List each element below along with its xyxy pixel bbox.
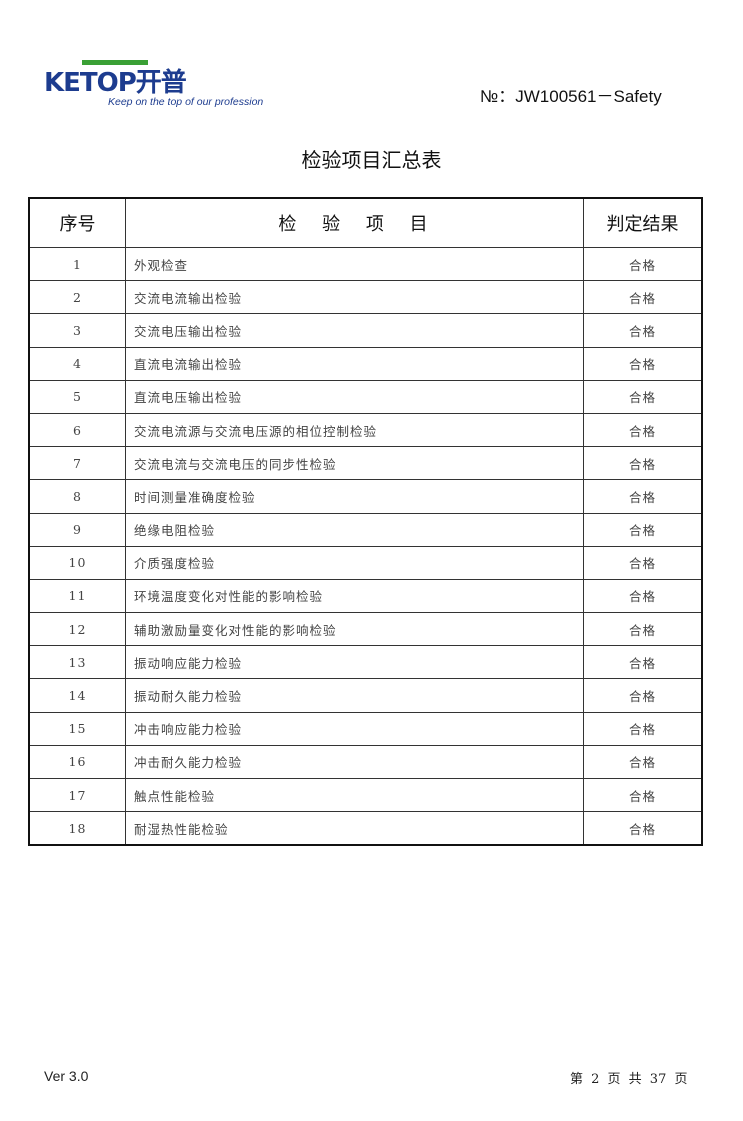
row-result: 合格 <box>583 578 703 614</box>
row-item: 交流电流输出检验 <box>125 280 584 315</box>
row-number: 12 <box>28 612 126 647</box>
row-item: 交流电流源与交流电压源的相位控制检验 <box>125 412 584 448</box>
row-result: 合格 <box>583 645 703 680</box>
row-number: 17 <box>28 777 126 813</box>
row-item: 直流电压输出检验 <box>125 379 584 414</box>
row-result: 合格 <box>583 612 703 647</box>
row-number: 2 <box>28 280 126 315</box>
table-row: 10 介质强度检验 合格 <box>28 545 703 580</box>
row-item: 外观检查 <box>125 246 584 282</box>
row-item: 环境温度变化对性能的影响检验 <box>125 578 584 614</box>
row-result: 合格 <box>583 512 703 547</box>
row-item: 交流电流与交流电压的同步性检验 <box>125 446 584 481</box>
page-title: 检验项目汇总表 <box>301 148 442 172</box>
row-result: 合格 <box>583 379 703 414</box>
table-row: 15 冲击响应能力检验 合格 <box>28 711 703 746</box>
row-result: 合格 <box>583 446 703 481</box>
table-row: 2 交流电流输出检验 合格 <box>28 280 703 315</box>
inspection-summary-table: 序号 检 验 项 目 判定结果 1 外观检查 合格 2 交流电流输出检验 合格 3 交流电压输… <box>28 197 703 847</box>
row-item: 耐湿热性能检验 <box>125 811 584 846</box>
row-item: 辅助激励量变化对性能的影响检验 <box>125 612 584 647</box>
row-result: 合格 <box>583 744 703 780</box>
row-item: 振动耐久能力检验 <box>125 678 584 713</box>
row-result: 合格 <box>583 711 703 746</box>
table-row: 6 交流电流源与交流电压源的相位控制检验 合格 <box>28 412 703 448</box>
table-row: 1 外观检查 合格 <box>28 246 703 282</box>
column-header-result: 判定结果 <box>583 197 703 248</box>
table-row: 9 绝缘电阻检验 合格 <box>28 512 703 547</box>
row-number: 8 <box>28 479 126 514</box>
row-result: 合格 <box>583 346 703 381</box>
row-number: 4 <box>28 346 126 381</box>
row-number: 10 <box>28 545 126 580</box>
logo-green-bar <box>82 60 148 65</box>
row-item: 直流电流输出检验 <box>125 346 584 381</box>
row-result: 合格 <box>583 678 703 713</box>
row-number: 18 <box>28 811 126 846</box>
table-row: 16 冲击耐久能力检验 合格 <box>28 744 703 780</box>
row-item: 冲击耐久能力检验 <box>125 744 584 780</box>
table-row: 3 交流电压输出检验 合格 <box>28 313 703 348</box>
column-header-item: 检 验 项 目 <box>125 197 584 248</box>
row-number: 14 <box>28 678 126 713</box>
table-row: 12 辅助激励量变化对性能的影响检验 合格 <box>28 612 703 647</box>
table-row: 17 触点性能检验 合格 <box>28 777 703 813</box>
row-result: 合格 <box>583 777 703 813</box>
row-result: 合格 <box>583 545 703 580</box>
row-item: 冲击响应能力检验 <box>125 711 584 746</box>
ketop-logo: KETOP开普 Keep on the top of our professio… <box>44 56 284 112</box>
row-result: 合格 <box>583 479 703 514</box>
table-row: 13 振动响应能力检验 合格 <box>28 645 703 680</box>
page-number: 第 2 页 共 37 页 <box>570 1072 688 1087</box>
row-item: 交流电压输出检验 <box>125 313 584 348</box>
row-number: 3 <box>28 313 126 348</box>
column-header-number: 序号 <box>28 197 126 248</box>
row-item: 触点性能检验 <box>125 777 584 813</box>
table-row: 8 时间测量准确度检验 合格 <box>28 479 703 514</box>
table-header-row: 序号 检 验 项 目 判定结果 <box>28 197 703 248</box>
row-number: 11 <box>28 578 126 614</box>
row-result: 合格 <box>583 280 703 315</box>
row-result: 合格 <box>583 811 703 846</box>
document-number: №：JW100561－Safety <box>480 87 662 106</box>
logo-tagline: Keep on the top of our profession <box>108 96 264 108</box>
table-row: 18 耐湿热性能检验 合格 <box>28 811 703 846</box>
row-result: 合格 <box>583 246 703 282</box>
row-result: 合格 <box>583 313 703 348</box>
table-row: 4 直流电流输出检验 合格 <box>28 346 703 381</box>
version-label: Ver 3.0 <box>44 1068 89 1084</box>
row-result: 合格 <box>583 412 703 448</box>
row-item: 时间测量准确度检验 <box>125 479 584 514</box>
row-number: 5 <box>28 379 126 414</box>
row-number: 9 <box>28 512 126 547</box>
row-number: 1 <box>28 246 126 282</box>
row-number: 16 <box>28 744 126 780</box>
row-item: 介质强度检验 <box>125 545 584 580</box>
table-row: 11 环境温度变化对性能的影响检验 合格 <box>28 578 703 614</box>
row-item: 振动响应能力检验 <box>125 645 584 680</box>
table-row: 7 交流电流与交流电压的同步性检验 合格 <box>28 446 703 481</box>
table-row: 5 直流电压输出检验 合格 <box>28 379 703 414</box>
row-number: 15 <box>28 711 126 746</box>
row-item: 绝缘电阻检验 <box>125 512 584 547</box>
logo-wordmark: KETOP开普 <box>44 68 187 98</box>
row-number: 13 <box>28 645 126 680</box>
row-number: 7 <box>28 446 126 481</box>
table-row: 14 振动耐久能力检验 合格 <box>28 678 703 713</box>
row-number: 6 <box>28 412 126 448</box>
